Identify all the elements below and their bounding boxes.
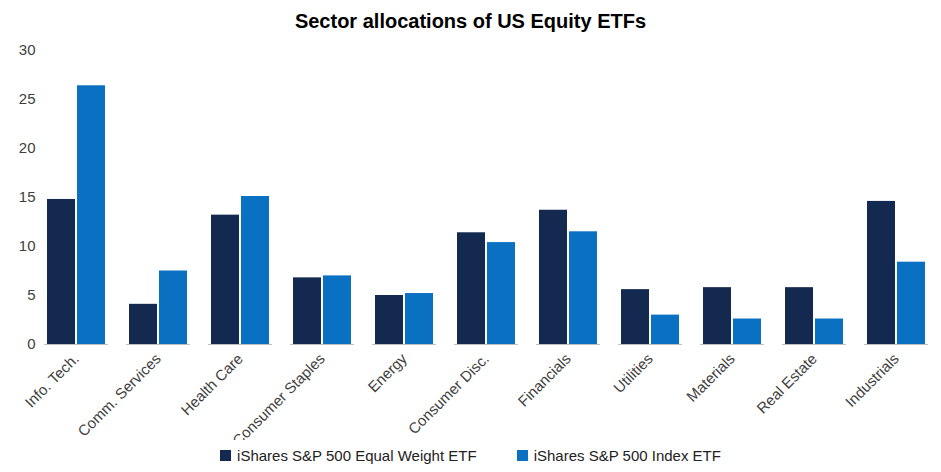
svg-text:Consumer Disc.: Consumer Disc. [405, 350, 492, 437]
html-text:iShares S&P 500 Index ETF: iShares S&P 500 Index ETF [533, 446, 721, 464]
svg-text:5: 5 [27, 286, 35, 303]
svg-text:10: 10 [19, 237, 36, 254]
svg-text:Health Care: Health Care [177, 350, 246, 419]
svg-text:Materials: Materials [683, 350, 738, 405]
svg-text:0: 0 [27, 335, 35, 352]
svg-text:Real Estate: Real Estate [753, 350, 820, 417]
html-text:Sector allocations of US Equit: Sector allocations of US Equity ETFs [294, 10, 647, 32]
svg-text:Consumer Staples: Consumer Staples [229, 350, 328, 440]
svg-text:Comm. Services: Comm. Services [74, 350, 164, 440]
svg-text:30: 30 [19, 41, 36, 58]
svg-text:Energy: Energy [364, 349, 410, 395]
html-text:iShares S&P 500 Equal Weight E: iShares S&P 500 Equal Weight ETF [237, 446, 477, 464]
svg-text:Utilities: Utilities [610, 350, 656, 396]
svg-text:25: 25 [19, 90, 36, 107]
svg-text:Industrials: Industrials [842, 350, 902, 410]
svg-text:15: 15 [19, 188, 36, 205]
svg-text:Info. Tech.: Info. Tech. [21, 350, 82, 411]
svg-text:Financials: Financials [514, 350, 574, 410]
svg-text:20: 20 [19, 139, 36, 156]
